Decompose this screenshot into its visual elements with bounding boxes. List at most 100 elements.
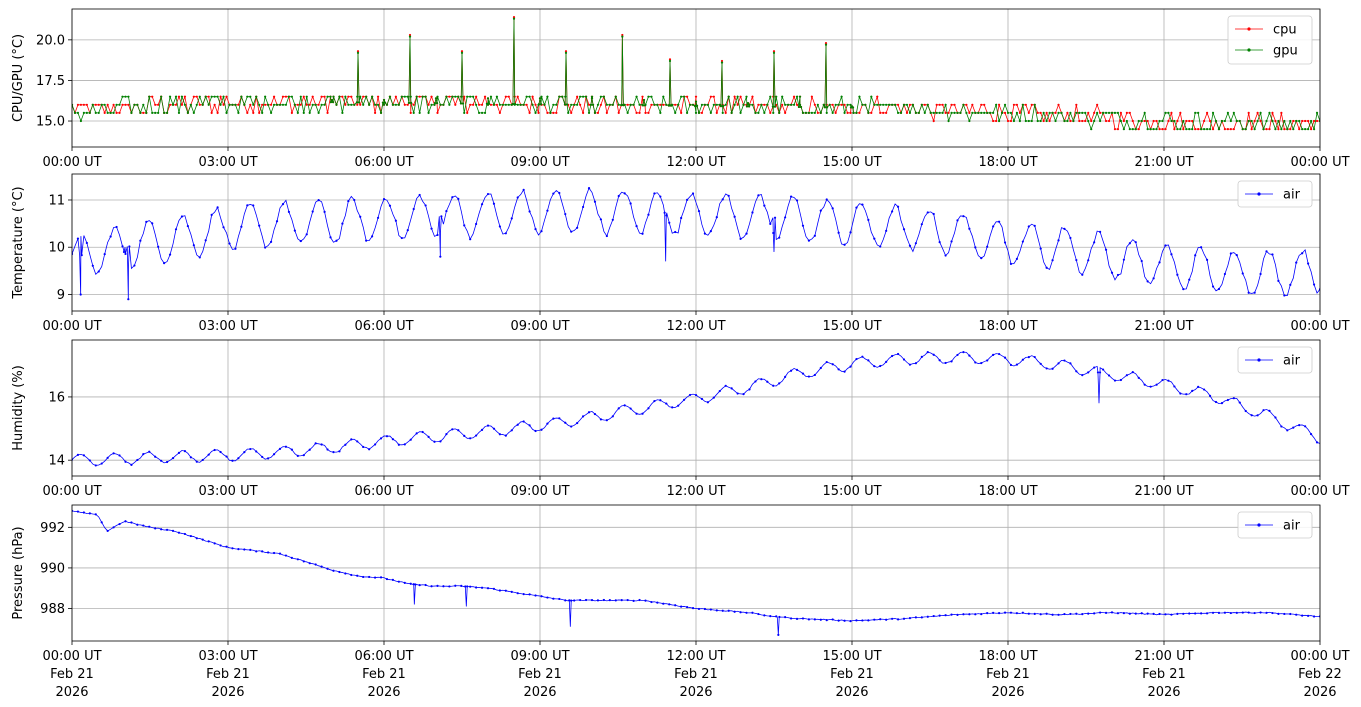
- subplot-4: 988 990 992 00:00 UT Feb 21 2026 03:00 UT Feb 2…: [11, 504, 1350, 700]
- data-point-air: [258, 224, 261, 227]
- data-point-air: [718, 389, 721, 393]
- data-point-air: [1104, 248, 1108, 251]
- data-point-gpu: [1066, 119, 1069, 123]
- data-point-gpu: [861, 103, 864, 106]
- x-tick-label: 00:00 UT: [42, 319, 101, 334]
- data-point-air: [1131, 371, 1134, 374]
- data-point-gpu: [1256, 119, 1259, 123]
- data-point-air: [460, 584, 463, 587]
- data-point-gpu: [1134, 128, 1137, 131]
- data-point-gpu: [798, 103, 802, 106]
- x-tick-label: 18:00 UT: [978, 319, 1037, 334]
- data-point-air: [807, 618, 811, 621]
- data-point-gpu: [807, 111, 811, 115]
- data-point-cpu: [1298, 128, 1301, 131]
- data-point-cpu: [1194, 128, 1197, 131]
- data-point-air: [599, 418, 603, 421]
- data-point-air: [1087, 612, 1090, 615]
- data-point-air: [1039, 362, 1042, 365]
- data-point-air: [76, 453, 80, 456]
- data-point-gpu: [876, 103, 879, 106]
- data-point-air: [819, 618, 822, 621]
- data-point-air: [724, 384, 727, 387]
- data-point-air: [1075, 258, 1078, 262]
- y-tick-label: 16: [48, 390, 65, 405]
- data-point-gpu: [355, 101, 359, 104]
- data-point-gpu: [1140, 119, 1143, 123]
- data-point-gpu: [302, 111, 305, 115]
- data-point-gpu: [195, 103, 198, 106]
- data-point-gpu: [715, 103, 718, 106]
- data-point-gpu: [1179, 128, 1182, 131]
- data-point-gpu: [85, 111, 88, 115]
- data-point-cpu: [258, 111, 261, 115]
- data-point-air: [647, 213, 650, 216]
- data-point-air: [1200, 612, 1203, 615]
- data-point-air: [267, 551, 270, 554]
- data-point-cpu: [344, 103, 347, 106]
- data-point-gpu: [1205, 128, 1209, 131]
- data-point-air: [1158, 261, 1161, 264]
- data-point-air: [118, 454, 121, 457]
- data-point-air: [1063, 227, 1066, 230]
- data-point-air: [368, 575, 371, 579]
- data-point-cpu: [858, 111, 861, 115]
- data-point-gpu: [519, 103, 522, 106]
- data-point-gpu: [79, 119, 83, 123]
- data-point-air: [463, 224, 466, 227]
- data-point-air: [1241, 272, 1244, 275]
- data-point-cpu: [284, 95, 288, 98]
- data-point-air: [1286, 429, 1289, 432]
- data-point-gpu: [1110, 111, 1114, 115]
- data-point-cpu: [174, 103, 178, 106]
- data-point-air: [528, 593, 531, 596]
- data-point-air: [1113, 379, 1117, 382]
- data-point-air: [344, 443, 347, 446]
- data-point-air: [100, 521, 103, 524]
- data-point-gpu: [1274, 128, 1277, 131]
- data-point-air: [932, 614, 935, 618]
- data-point-air: [264, 246, 267, 249]
- data-point-gpu: [516, 103, 519, 106]
- data-point-gpu: [1185, 128, 1188, 131]
- data-point-gpu: [186, 111, 189, 115]
- data-point-gpu: [492, 103, 496, 106]
- data-point-air: [1146, 280, 1149, 283]
- data-point-air: [593, 200, 597, 203]
- data-point-air: [1087, 371, 1090, 374]
- data-point-gpu: [445, 95, 448, 98]
- data-point-air: [564, 212, 567, 216]
- data-point-air: [1262, 409, 1265, 412]
- data-point-air: [82, 511, 85, 514]
- data-point-gpu: [971, 111, 974, 115]
- data-point-cpu: [784, 111, 787, 115]
- data-point-gpu: [787, 103, 790, 106]
- data-point-cpu: [579, 103, 582, 106]
- data-point-air: [997, 612, 1001, 615]
- data-point-cpu: [772, 50, 776, 53]
- data-point-gpu: [590, 95, 594, 98]
- data-point-air: [611, 218, 614, 221]
- data-point-air: [587, 187, 591, 190]
- data-point-cpu: [1131, 119, 1134, 123]
- data-point-air: [1009, 262, 1013, 265]
- data-point-gpu: [546, 95, 549, 98]
- data-point-gpu: [763, 111, 766, 115]
- data-point-gpu: [596, 103, 600, 106]
- data-point-cpu: [1075, 103, 1078, 106]
- data-point-gpu: [1084, 111, 1087, 115]
- data-point-air: [596, 599, 600, 602]
- data-point-air: [1045, 266, 1048, 269]
- data-point-cpu: [644, 111, 647, 115]
- data-point-air: [641, 412, 644, 415]
- data-point-air: [448, 585, 451, 588]
- data-point-air: [629, 202, 632, 205]
- data-point-cpu: [290, 111, 293, 115]
- data-point-air: [246, 204, 249, 207]
- data-point-air: [1277, 612, 1280, 616]
- data-point-air: [663, 211, 666, 214]
- data-point-cpu: [219, 95, 222, 98]
- data-point-air: [148, 525, 151, 528]
- data-point-air: [974, 613, 977, 616]
